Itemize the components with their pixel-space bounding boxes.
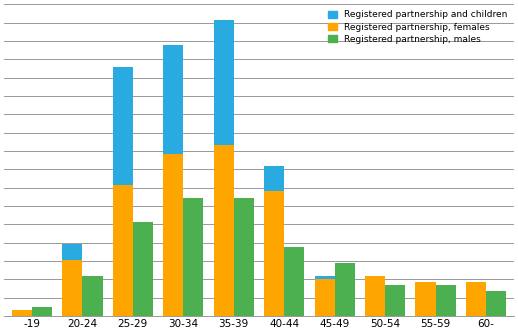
Bar — [486, 291, 506, 316]
Bar — [62, 244, 82, 260]
Bar — [466, 282, 486, 316]
Bar — [335, 263, 355, 316]
Bar — [82, 275, 103, 316]
Bar — [32, 307, 52, 316]
Bar — [213, 20, 234, 145]
Bar — [365, 275, 385, 316]
Bar — [314, 279, 335, 316]
Bar — [314, 275, 335, 279]
Bar — [12, 310, 32, 316]
Bar — [415, 282, 436, 316]
Bar — [163, 154, 183, 316]
Bar — [183, 197, 204, 316]
Bar — [163, 45, 183, 154]
Bar — [436, 285, 456, 316]
Bar — [234, 197, 254, 316]
Bar — [133, 222, 153, 316]
Bar — [264, 166, 284, 191]
Bar — [264, 191, 284, 316]
Bar — [213, 145, 234, 316]
Bar — [112, 67, 133, 185]
Bar — [385, 285, 406, 316]
Bar — [112, 185, 133, 316]
Bar — [62, 260, 82, 316]
Legend: Registered partnership and children, Registered partnership, females, Registered: Registered partnership and children, Reg… — [326, 9, 509, 46]
Bar — [284, 247, 305, 316]
